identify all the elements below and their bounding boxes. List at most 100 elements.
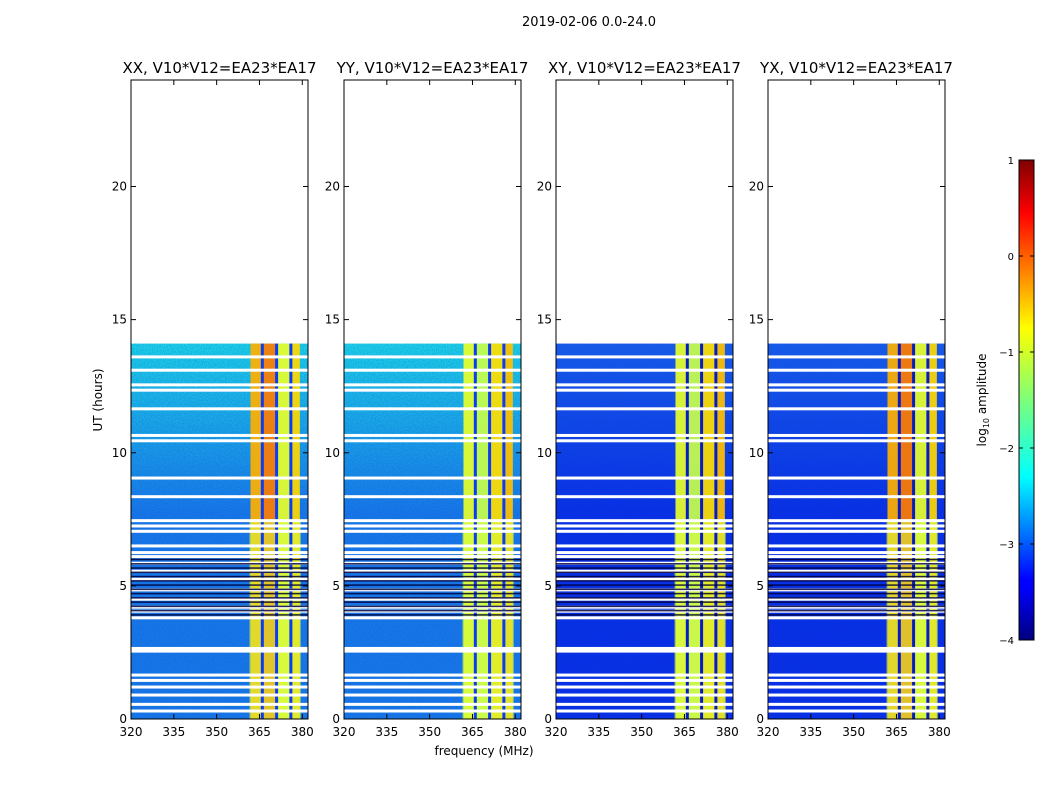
- dark-row: [768, 588, 945, 591]
- flagged-row: [344, 433, 521, 437]
- dark-row: [556, 592, 733, 595]
- panel-title: XX, V10*V12=EA23*EA17: [122, 59, 316, 77]
- axes-frame: [130, 79, 309, 720]
- colorbar-label: log10 amplitude: [975, 354, 991, 447]
- colorbar-ticks: −4 −3 −2 −1 0 1: [999, 156, 1034, 647]
- dark-row: [556, 588, 733, 591]
- axes-frame: [767, 79, 946, 720]
- flagged-row: [344, 383, 521, 387]
- flagged-row: [344, 495, 521, 499]
- x-tick-label: 380: [504, 725, 527, 739]
- flagged-row: [556, 649, 733, 653]
- flagged-row: [556, 388, 733, 392]
- flagged-row: [131, 577, 308, 581]
- flagged-row: [556, 519, 733, 523]
- y-tick-label: 15: [112, 313, 127, 327]
- flagged-row: [768, 439, 945, 443]
- flagged-row: [556, 544, 733, 548]
- dark-row: [768, 614, 945, 616]
- flagged-row: [131, 702, 308, 706]
- flagged-row: [768, 388, 945, 392]
- dark-row: [556, 571, 733, 574]
- dark-row: [344, 597, 521, 599]
- dark-row: [556, 567, 733, 569]
- flagged-row: [556, 407, 733, 411]
- dark-row: [344, 614, 521, 616]
- y-tick-label: 15: [749, 313, 764, 327]
- panels: XX, V10*V12=EA23*EA17 320 335 350 365 380 0 5 10…: [112, 59, 953, 739]
- dark-row: [344, 609, 521, 612]
- flagged-row: [344, 649, 521, 653]
- dark-row: [344, 588, 521, 591]
- panel-title: YY, V10*V12=EA23*EA17: [336, 59, 529, 77]
- x-tick-label: 320: [120, 725, 143, 739]
- x-tick-label: 365: [461, 725, 484, 739]
- panel-3: XY, V10*V12=EA23*EA17 320 335 350 365 380 0 5 10…: [537, 59, 741, 739]
- panel-title: YX, V10*V12=EA23*EA17: [759, 59, 953, 77]
- flagged-row: [344, 524, 521, 528]
- x-tick-label: 365: [885, 725, 908, 739]
- flagged-row: [768, 597, 945, 601]
- flagged-row: [344, 407, 521, 411]
- flagged-row: [768, 529, 945, 533]
- flagged-row: [131, 407, 308, 411]
- y-tick-label: 0: [756, 712, 764, 726]
- y-tick-label: 5: [332, 579, 340, 593]
- dark-row: [768, 597, 945, 599]
- dark-row: [344, 605, 521, 608]
- suptitle: 2019-02-06 0.0-24.0: [522, 15, 656, 30]
- dark-row: [768, 580, 945, 582]
- flagged-row: [556, 551, 733, 555]
- flagged-row: [556, 529, 733, 533]
- flagged-row: [768, 407, 945, 411]
- flagged-row: [556, 616, 733, 620]
- x-tick-label: 365: [248, 725, 271, 739]
- dark-row: [131, 580, 308, 582]
- flagged-row: [768, 646, 945, 650]
- flagged-row: [768, 693, 945, 697]
- flagged-row: [768, 383, 945, 387]
- dark-row: [556, 614, 733, 616]
- dark-row: [556, 580, 733, 582]
- dark-row: [556, 609, 733, 612]
- flagged-row: [344, 646, 521, 650]
- flagged-row: [768, 577, 945, 581]
- flagged-row: [344, 709, 521, 713]
- colorbar-tick-label: −3: [999, 540, 1014, 551]
- flagged-row: [131, 439, 308, 443]
- dark-row: [131, 567, 308, 569]
- dark-row: [131, 605, 308, 608]
- flagged-row: [131, 693, 308, 697]
- flagged-row: [344, 693, 521, 697]
- flagged-row: [556, 569, 733, 573]
- x-axis-label: frequency (MHz): [434, 744, 533, 758]
- x-tick-label: 320: [333, 725, 356, 739]
- y-tick-label: 5: [119, 579, 127, 593]
- x-tick-label: 320: [545, 725, 568, 739]
- x-tick-label: 335: [587, 725, 610, 739]
- x-tick-label: 380: [928, 725, 951, 739]
- flagged-row: [344, 544, 521, 548]
- flagged-row: [131, 524, 308, 528]
- dark-row: [131, 558, 308, 561]
- flagged-row: [344, 368, 521, 372]
- flagged-row: [556, 383, 733, 387]
- dark-row: [131, 597, 308, 599]
- flagged-row: [556, 597, 733, 601]
- colorbar-tick-label: −1: [999, 348, 1014, 359]
- dark-row: [344, 563, 521, 565]
- y-tick-label: 10: [749, 446, 764, 460]
- x-tick-label: 350: [630, 725, 653, 739]
- flagged-row: [556, 673, 733, 677]
- flagged-row: [344, 605, 521, 609]
- flagged-row: [131, 368, 308, 372]
- flagged-row: [768, 555, 945, 559]
- flagged-row: [131, 616, 308, 620]
- flagged-row: [131, 433, 308, 437]
- flagged-row: [768, 673, 945, 677]
- colorbar-tick-label: −2: [999, 444, 1014, 455]
- dark-row: [556, 601, 733, 603]
- dark-row: [768, 563, 945, 565]
- flagged-row: [344, 529, 521, 533]
